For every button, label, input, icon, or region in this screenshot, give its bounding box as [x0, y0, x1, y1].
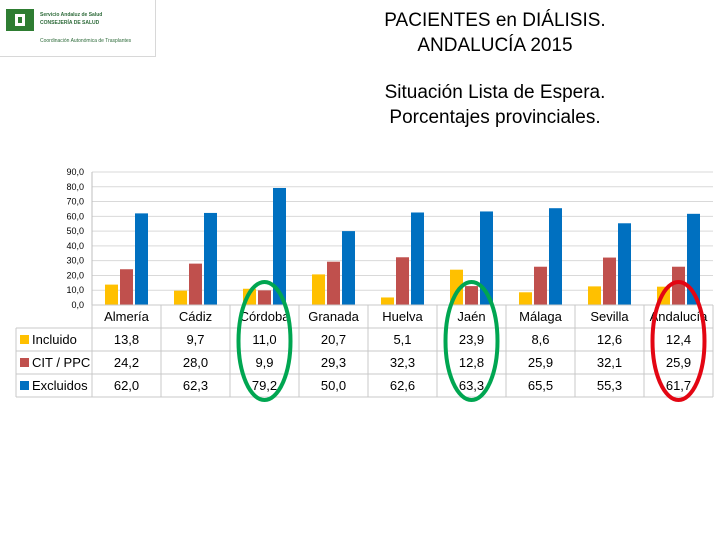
category-label: Córdoba: [240, 309, 291, 324]
bar: [327, 261, 340, 305]
bar: [534, 266, 547, 305]
bar: [312, 274, 325, 305]
data-label: 25,9: [528, 355, 553, 370]
category-label: Málaga: [519, 309, 562, 324]
data-label: 12,4: [666, 332, 691, 347]
page-subtitle: Situación Lista de Espera. Porcentajes p…: [320, 80, 670, 130]
y-tick-label: 90,0: [66, 167, 84, 177]
bar-chart: 0,0 10,0 20,0 30,0 40,0 50,0 60,0 70,0 80,0 90,0 A…: [15, 167, 714, 402]
logo-line-2: CONSEJERÍA DE SALUD: [40, 20, 100, 26]
bar: [273, 187, 286, 305]
bar: [189, 263, 202, 305]
highlight-ellipse: [650, 280, 707, 402]
bar: [672, 266, 685, 305]
data-label: 25,9: [666, 355, 691, 370]
data-label: 8,6: [531, 332, 549, 347]
legend-swatch: [20, 381, 29, 390]
bar: [381, 297, 394, 305]
legend-label: CIT / PPC: [32, 355, 90, 370]
data-label: 62,3: [183, 378, 208, 393]
data-label: 23,9: [459, 332, 484, 347]
bar: [411, 212, 424, 305]
data-label: 11,0: [252, 332, 276, 347]
y-tick-label: 10,0: [66, 285, 84, 295]
highlight-ellipse: [236, 280, 293, 402]
bar: [396, 257, 409, 305]
category-label: Cádiz: [179, 309, 212, 324]
bar: [603, 257, 616, 305]
category-label: Jaén: [457, 309, 485, 324]
junta-andalucia-logo-icon: [6, 9, 34, 31]
legend-swatch: [20, 335, 29, 344]
data-label: 62,0: [114, 378, 139, 393]
data-label: 50,0: [321, 378, 346, 393]
legend-label: Incluido: [32, 332, 77, 347]
legend-label: Excluidos: [32, 378, 88, 393]
logo-line-3: Coordinación Autonómica de Trasplantes: [40, 38, 132, 44]
bar: [342, 231, 355, 305]
data-label: 9,9: [255, 355, 273, 370]
bar: [120, 269, 133, 305]
legend-swatch: [20, 358, 29, 367]
data-label: 32,1: [597, 355, 622, 370]
bar: [519, 292, 532, 305]
data-label: 28,0: [183, 355, 208, 370]
bar: [105, 284, 118, 305]
category-label: Almería: [104, 309, 150, 324]
subtitle-line-1: Situación Lista de Espera.: [384, 82, 606, 103]
bar: [465, 286, 478, 305]
data-label: 5,1: [393, 332, 411, 347]
bar: [588, 286, 601, 305]
title-line-1: PACIENTES en DIÁLISIS.: [384, 10, 606, 31]
data-label: 63,3: [459, 378, 484, 393]
highlight-ellipse: [443, 280, 500, 402]
logo-line-1: Servicio Andaluz de Salud: [40, 12, 103, 18]
bar: [135, 213, 148, 305]
data-label: 13,8: [114, 332, 139, 347]
bar: [258, 290, 271, 305]
bar: [480, 211, 493, 305]
y-tick-label: 30,0: [66, 256, 84, 266]
category-label: Granada: [308, 309, 359, 324]
bar: [687, 213, 700, 305]
data-label: 20,7: [321, 332, 346, 347]
data-label: 9,7: [186, 332, 204, 347]
data-label: 32,3: [390, 355, 415, 370]
y-tick-label: 0,0: [71, 300, 84, 310]
bar: [618, 223, 631, 305]
data-label: 55,3: [597, 378, 622, 393]
y-tick-label: 80,0: [66, 182, 84, 192]
y-tick-label: 70,0: [66, 197, 84, 207]
title-line-2: ANDALUCÍA 2015: [417, 35, 573, 56]
bar: [549, 208, 562, 305]
y-tick-label: 50,0: [66, 226, 84, 236]
category-label: Sevilla: [590, 309, 629, 324]
data-label: 12,6: [597, 332, 622, 347]
category-label: Huelva: [382, 309, 423, 324]
data-label: 62,6: [390, 378, 415, 393]
y-tick-label: 40,0: [66, 241, 84, 251]
data-label: 65,5: [528, 378, 553, 393]
y-tick-label: 60,0: [66, 211, 84, 221]
bar: [174, 290, 187, 305]
category-label: Andalucía: [650, 309, 709, 324]
subtitle-line-2: Porcentajes provinciales.: [389, 107, 601, 128]
bar: [204, 212, 217, 305]
data-label: 29,3: [321, 355, 346, 370]
page-title: PACIENTES en DIÁLISIS. ANDALUCÍA 2015: [330, 8, 660, 58]
data-label: 12,8: [459, 355, 484, 370]
y-tick-label: 20,0: [66, 270, 84, 280]
data-label: 24,2: [114, 355, 139, 370]
logo: Servicio Andaluz de Salud CONSEJERÍA DE …: [0, 0, 156, 57]
data-label: 79,2: [252, 378, 277, 393]
data-label: 61,7: [666, 378, 691, 393]
